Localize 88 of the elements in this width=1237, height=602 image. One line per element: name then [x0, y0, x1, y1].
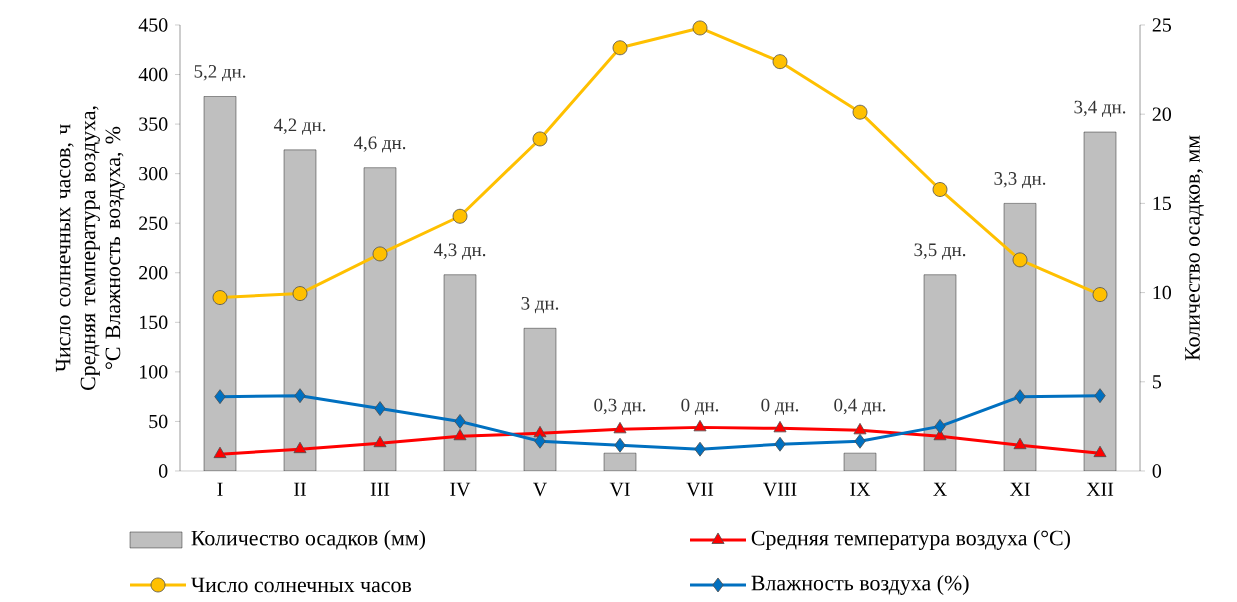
y-tick-label: 450: [138, 18, 168, 32]
y2-axis-title: Количество осадков, мм: [1185, 135, 1204, 361]
x-tick-label: X: [933, 482, 947, 496]
y2-tick-label: 0: [1152, 464, 1162, 478]
point: [1093, 445, 1107, 458]
x-tick-label: IX: [850, 482, 871, 496]
point: [1013, 437, 1027, 450]
y-tick-label: 350: [139, 117, 168, 131]
annotation: 4,6 дн.: [353, 136, 406, 153]
point: [613, 421, 627, 434]
bar: [523, 328, 557, 471]
point: [612, 40, 628, 56]
point: [213, 446, 227, 459]
point: [1014, 389, 1026, 405]
bar: [1003, 203, 1037, 471]
x-tick-label: I: [217, 482, 223, 496]
point: [453, 428, 467, 441]
point: [934, 418, 946, 434]
x-tick-label: VII: [686, 482, 714, 497]
y-tick-label: 200: [139, 266, 168, 280]
point: [773, 420, 787, 433]
annotation: 3,4 дн.: [1074, 100, 1126, 117]
annotation: 3,5 дн.: [914, 243, 966, 260]
point: [214, 389, 226, 405]
bar: [283, 149, 317, 471]
point: [1094, 388, 1106, 404]
legend-label: Средняя температура воздуха (°C): [751, 530, 1070, 550]
x-tick-label: XII: [1086, 482, 1114, 496]
point: [854, 433, 866, 449]
annotation: 3 дн.: [521, 296, 559, 314]
y2-tick-label: 10: [1153, 285, 1172, 300]
bar: [363, 167, 397, 471]
bar: [443, 274, 477, 471]
x-tick-label: VIII: [763, 482, 797, 497]
y2-tick-label: 20: [1152, 107, 1172, 121]
point: [292, 286, 308, 301]
point: [693, 419, 707, 432]
x-tick-label: VI: [609, 482, 630, 497]
y-tick-label: 0: [158, 464, 168, 478]
annotation: 0,3 дн.: [594, 398, 646, 415]
y-axis-title: Число солнечных часов, ч Средняя температура воздуха, °C Влажность воздуха, %: [55, 106, 125, 390]
point: [694, 441, 706, 457]
annotation: 4,3 дн.: [433, 243, 486, 260]
point: [1012, 252, 1028, 268]
y-tick-label: 50: [149, 414, 168, 429]
point: [454, 414, 466, 429]
x-tick-label: V: [533, 482, 547, 497]
point: [774, 436, 786, 452]
point: [293, 441, 307, 454]
legend-label: Число солнечных часов: [191, 577, 412, 593]
y-tick-label: 300: [139, 166, 168, 181]
x-tick-label: II: [294, 482, 306, 496]
point: [212, 290, 228, 305]
annotation: 5,2 дн.: [194, 65, 246, 82]
point: [932, 182, 948, 197]
annotation: 4,2 дн.: [273, 118, 326, 135]
point: [1092, 287, 1108, 302]
point: [772, 54, 788, 70]
y2-tick-label: 15: [1153, 196, 1171, 211]
bar: [203, 96, 237, 471]
y2-tick-label: 5: [1153, 375, 1162, 389]
point: [692, 20, 708, 36]
point: [294, 388, 306, 404]
legend-label: Количество осадков (мм): [191, 530, 426, 550]
point: [374, 401, 386, 416]
legend-label: Влажность воздуха (%): [751, 575, 969, 595]
annotation: 0 дн.: [761, 398, 799, 415]
y2-tick-label: 25: [1152, 18, 1171, 32]
annotation: 3,3 дн.: [994, 172, 1046, 189]
point: [373, 435, 387, 448]
annotation: 0,4 дн.: [834, 398, 886, 415]
bar: [923, 274, 957, 471]
point: [853, 422, 867, 435]
y-tick-label: 100: [140, 365, 168, 379]
y-tick-label: 250: [139, 216, 168, 230]
annotation: 0 дн.: [681, 398, 719, 415]
point: [532, 131, 548, 147]
point: [852, 104, 868, 120]
y-tick-label: 400: [138, 67, 168, 82]
point: [614, 437, 626, 453]
point: [452, 208, 468, 224]
point: [534, 433, 546, 449]
y-tick-label: 150: [140, 315, 168, 330]
x-tick-label: IV: [450, 482, 471, 497]
point: [372, 246, 388, 262]
x-tick-label: XI: [1009, 482, 1030, 496]
bar: [1083, 131, 1117, 471]
x-tick-label: III: [370, 482, 390, 496]
